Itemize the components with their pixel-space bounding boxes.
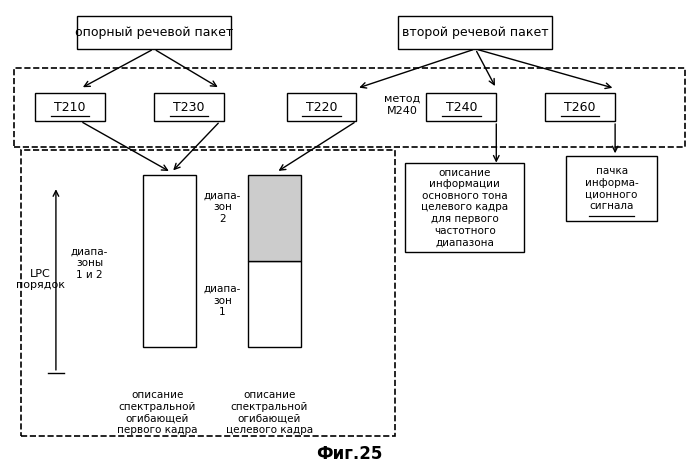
Text: метод
М240: метод М240: [384, 94, 420, 116]
Text: пачка
информа-
ционного
сигнала: пачка информа- ционного сигнала: [585, 166, 638, 211]
Text: Т210: Т210: [54, 101, 86, 114]
FancyBboxPatch shape: [154, 93, 224, 121]
Text: диапа-
зон
1: диапа- зон 1: [204, 284, 241, 317]
FancyBboxPatch shape: [426, 93, 496, 121]
FancyBboxPatch shape: [398, 16, 552, 49]
Text: Т240: Т240: [445, 101, 477, 114]
FancyBboxPatch shape: [287, 93, 356, 121]
FancyBboxPatch shape: [143, 175, 196, 347]
FancyBboxPatch shape: [248, 261, 301, 347]
FancyBboxPatch shape: [248, 175, 301, 261]
Text: Т220: Т220: [305, 101, 338, 114]
FancyBboxPatch shape: [566, 156, 657, 221]
Text: описание
спектральной
огибающей
целевого кадра: описание спектральной огибающей целевого…: [226, 390, 312, 435]
FancyBboxPatch shape: [77, 16, 231, 49]
Text: диапа-
зон
2: диапа- зон 2: [204, 191, 241, 224]
Text: второй речевой пакет: второй речевой пакет: [402, 26, 549, 39]
Text: Фиг.25: Фиг.25: [317, 445, 382, 463]
Text: описание
информации
основного тона
целевого кадра
для первого
частотного
диапазо: описание информации основного тона целев…: [421, 168, 508, 247]
Text: Т230: Т230: [173, 101, 205, 114]
Text: опорный речевой пакет: опорный речевой пакет: [75, 26, 233, 39]
Text: LPC
порядок: LPC порядок: [16, 269, 65, 290]
Text: Т260: Т260: [564, 101, 596, 114]
FancyBboxPatch shape: [405, 163, 524, 252]
FancyBboxPatch shape: [35, 93, 105, 121]
Text: диапа-
зоны
1 и 2: диапа- зоны 1 и 2: [71, 247, 108, 280]
FancyBboxPatch shape: [545, 93, 615, 121]
Text: описание
спектральной
огибающей
первого кадра: описание спектральной огибающей первого …: [117, 390, 198, 435]
